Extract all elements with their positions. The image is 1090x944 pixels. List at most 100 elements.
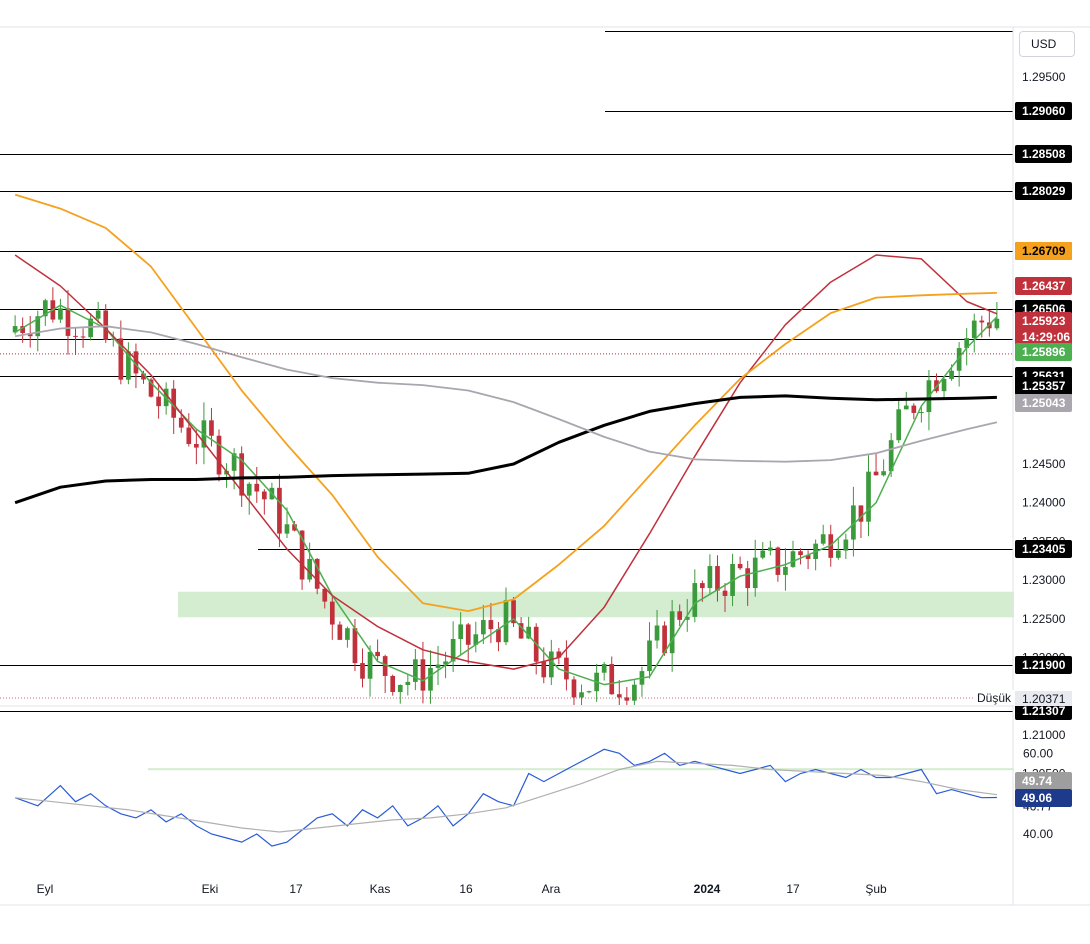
- rsi-signal-badge: 49.74: [1022, 774, 1052, 788]
- candle-body: [669, 611, 675, 654]
- candle-body: [677, 611, 683, 620]
- candle-body: [541, 661, 547, 678]
- candle-body: [299, 530, 305, 580]
- candle-body: [835, 550, 841, 558]
- price-level-badge: 1.21900: [1022, 658, 1066, 672]
- candle-body: [896, 409, 902, 441]
- candle-body: [88, 318, 93, 338]
- candle-body: [745, 568, 751, 589]
- candle-body: [919, 412, 924, 414]
- candle-body: [178, 417, 184, 428]
- candle-body: [971, 320, 977, 339]
- price-level-badge-bg: [1015, 182, 1072, 200]
- ma-black-badge-bg: [1015, 377, 1072, 395]
- rsi-tick-label: 60.00: [1023, 746, 1053, 760]
- candle-body: [314, 558, 320, 589]
- candle-body: [12, 326, 18, 333]
- price-level-badge: 1.28029: [1022, 184, 1066, 198]
- candle-body: [382, 656, 388, 676]
- time-tick-label: Ara: [542, 882, 561, 896]
- candle-body: [360, 663, 365, 679]
- low-value-badge: 1.20371: [1022, 692, 1066, 706]
- ma-green-badge: 1.25896: [1022, 345, 1066, 359]
- ma-green-badge-bg: [1015, 343, 1072, 361]
- candle-body: [95, 310, 101, 319]
- candle-body: [103, 310, 109, 340]
- time-tick-label: Şub: [865, 882, 887, 896]
- candle-body: [292, 524, 297, 531]
- ma-black-badge: 1.25357: [1022, 379, 1066, 393]
- ma-gray-badge-bg: [1015, 394, 1072, 412]
- candle-body: [397, 684, 403, 693]
- candle-body: [783, 566, 788, 575]
- candle-body: [556, 651, 562, 658]
- candle-body: [564, 657, 569, 680]
- price-level-badge-bg: [1015, 102, 1072, 120]
- time-tick-label: Eyl: [37, 882, 54, 896]
- candle-body: [548, 651, 554, 678]
- candle-body: [390, 675, 396, 693]
- price-level-badge-bg: [1015, 702, 1072, 720]
- candle-body: [647, 640, 652, 672]
- candle-body: [737, 563, 743, 569]
- low-label-bg: [975, 690, 1017, 705]
- candle-body: [375, 651, 380, 657]
- price-level-badge: 1.29060: [1022, 104, 1066, 118]
- support-zone: [178, 591, 1014, 618]
- currency-selector-button[interactable]: USD: [1019, 31, 1075, 57]
- price-tick-label: 1.29500: [1022, 70, 1066, 84]
- current-price-badge: 1.25923: [1022, 314, 1066, 328]
- candle-body: [80, 336, 86, 338]
- candle-body: [488, 620, 494, 630]
- rsi-value-badge-bg: [1015, 789, 1072, 807]
- candle-body: [911, 405, 917, 413]
- candle-body: [261, 491, 267, 500]
- candle-body: [805, 555, 811, 559]
- candle-body: [428, 667, 433, 691]
- ma-orange-badge-bg: [1015, 242, 1072, 260]
- time-tick-label: Eki: [202, 882, 219, 896]
- candle-body: [496, 629, 501, 643]
- candle-body: [949, 370, 954, 379]
- ma-orange-line: [14, 193, 997, 612]
- candle-body: [798, 551, 803, 556]
- price-level-badge-bg: [1015, 145, 1072, 163]
- ma-red-badge-bg: [1015, 277, 1072, 295]
- candle-body: [616, 694, 622, 698]
- candle-body: [277, 487, 282, 534]
- candle-body: [820, 534, 826, 544]
- candle-body: [216, 435, 222, 475]
- candle-body: [707, 566, 713, 589]
- candle-body: [443, 661, 448, 665]
- low-value-bg: [1015, 691, 1072, 706]
- candle-body: [367, 651, 373, 679]
- rsi-value-badge: 49.06: [1022, 791, 1052, 805]
- candle-body: [979, 320, 985, 323]
- candle-body: [450, 638, 456, 662]
- candle-body: [903, 405, 909, 410]
- candle-body: [186, 427, 192, 444]
- candle-body: [148, 379, 154, 397]
- currency-label: USD: [1031, 37, 1057, 51]
- candle-body: [420, 659, 426, 691]
- candle-body: [118, 338, 124, 380]
- price-level-badge-bg: [1015, 540, 1072, 558]
- candle-body: [866, 471, 871, 522]
- candle-body: [526, 626, 531, 639]
- candle-body: [35, 316, 41, 337]
- candle-body: [518, 623, 524, 639]
- candle-body: [465, 624, 471, 645]
- ma-gray-line: [14, 325, 998, 463]
- candle-body: [65, 308, 71, 336]
- price-tick-label: 1.24000: [1022, 496, 1066, 510]
- candle-body: [110, 338, 116, 340]
- candle-body: [473, 634, 479, 645]
- candle-body: [413, 659, 418, 682]
- candle-body: [337, 624, 343, 640]
- price-level-badge: 1.23405: [1022, 542, 1066, 556]
- time-tick-label: 16: [459, 882, 473, 896]
- candle-body: [654, 625, 660, 641]
- candle-body: [246, 483, 252, 496]
- candle-body: [209, 420, 214, 436]
- countdown-badge: 14:29:06: [1022, 330, 1070, 344]
